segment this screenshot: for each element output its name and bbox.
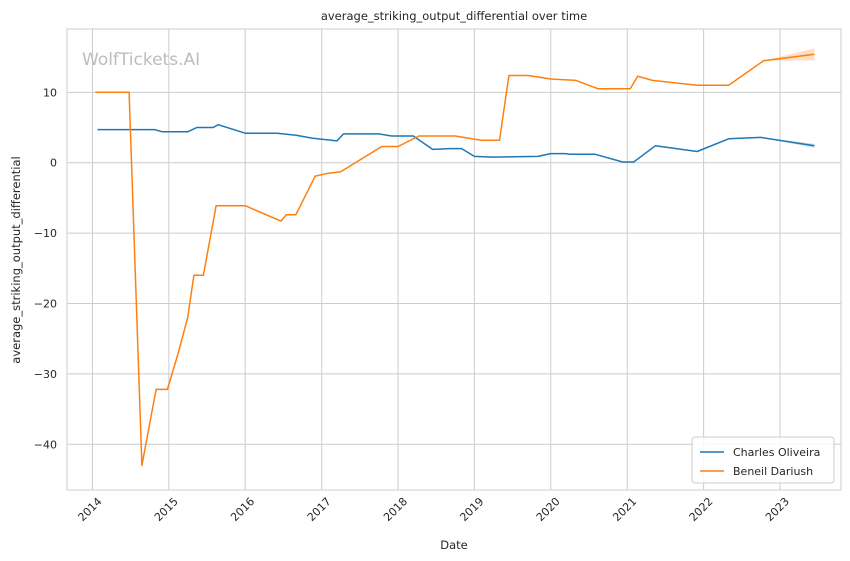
y-tick-label: 10 xyxy=(43,86,57,99)
series-line-beneil-dariush xyxy=(95,53,815,467)
y-tick-labels: −40 −30 −20 −10 0 10 xyxy=(34,86,57,451)
plot-area xyxy=(67,29,841,490)
legend: Charles Oliveira Beneil Dariush xyxy=(691,436,835,484)
legend-label-charles-oliveira: Charles Oliveira xyxy=(733,446,820,459)
watermark-text: WolfTickets.AI xyxy=(82,50,200,70)
y-tick-label: −20 xyxy=(34,297,57,310)
x-axis-label: Date xyxy=(440,538,468,552)
confidence-band xyxy=(763,48,815,61)
plot-frame xyxy=(66,28,842,491)
legend-box xyxy=(691,436,835,484)
y-tick-label: −10 xyxy=(34,227,57,240)
y-tick-label: −30 xyxy=(34,368,57,381)
legend-label-beneil-dariush: Beneil Dariush xyxy=(733,465,813,478)
y-tick-label: −40 xyxy=(34,438,57,451)
series-lines xyxy=(95,53,815,467)
series-line-charles-oliveira xyxy=(97,123,815,163)
chart-title: average_striking_output_differential ove… xyxy=(321,9,587,23)
y-axis-label: average_striking_output_differential xyxy=(9,156,23,363)
y-tick-label: 0 xyxy=(50,157,57,170)
